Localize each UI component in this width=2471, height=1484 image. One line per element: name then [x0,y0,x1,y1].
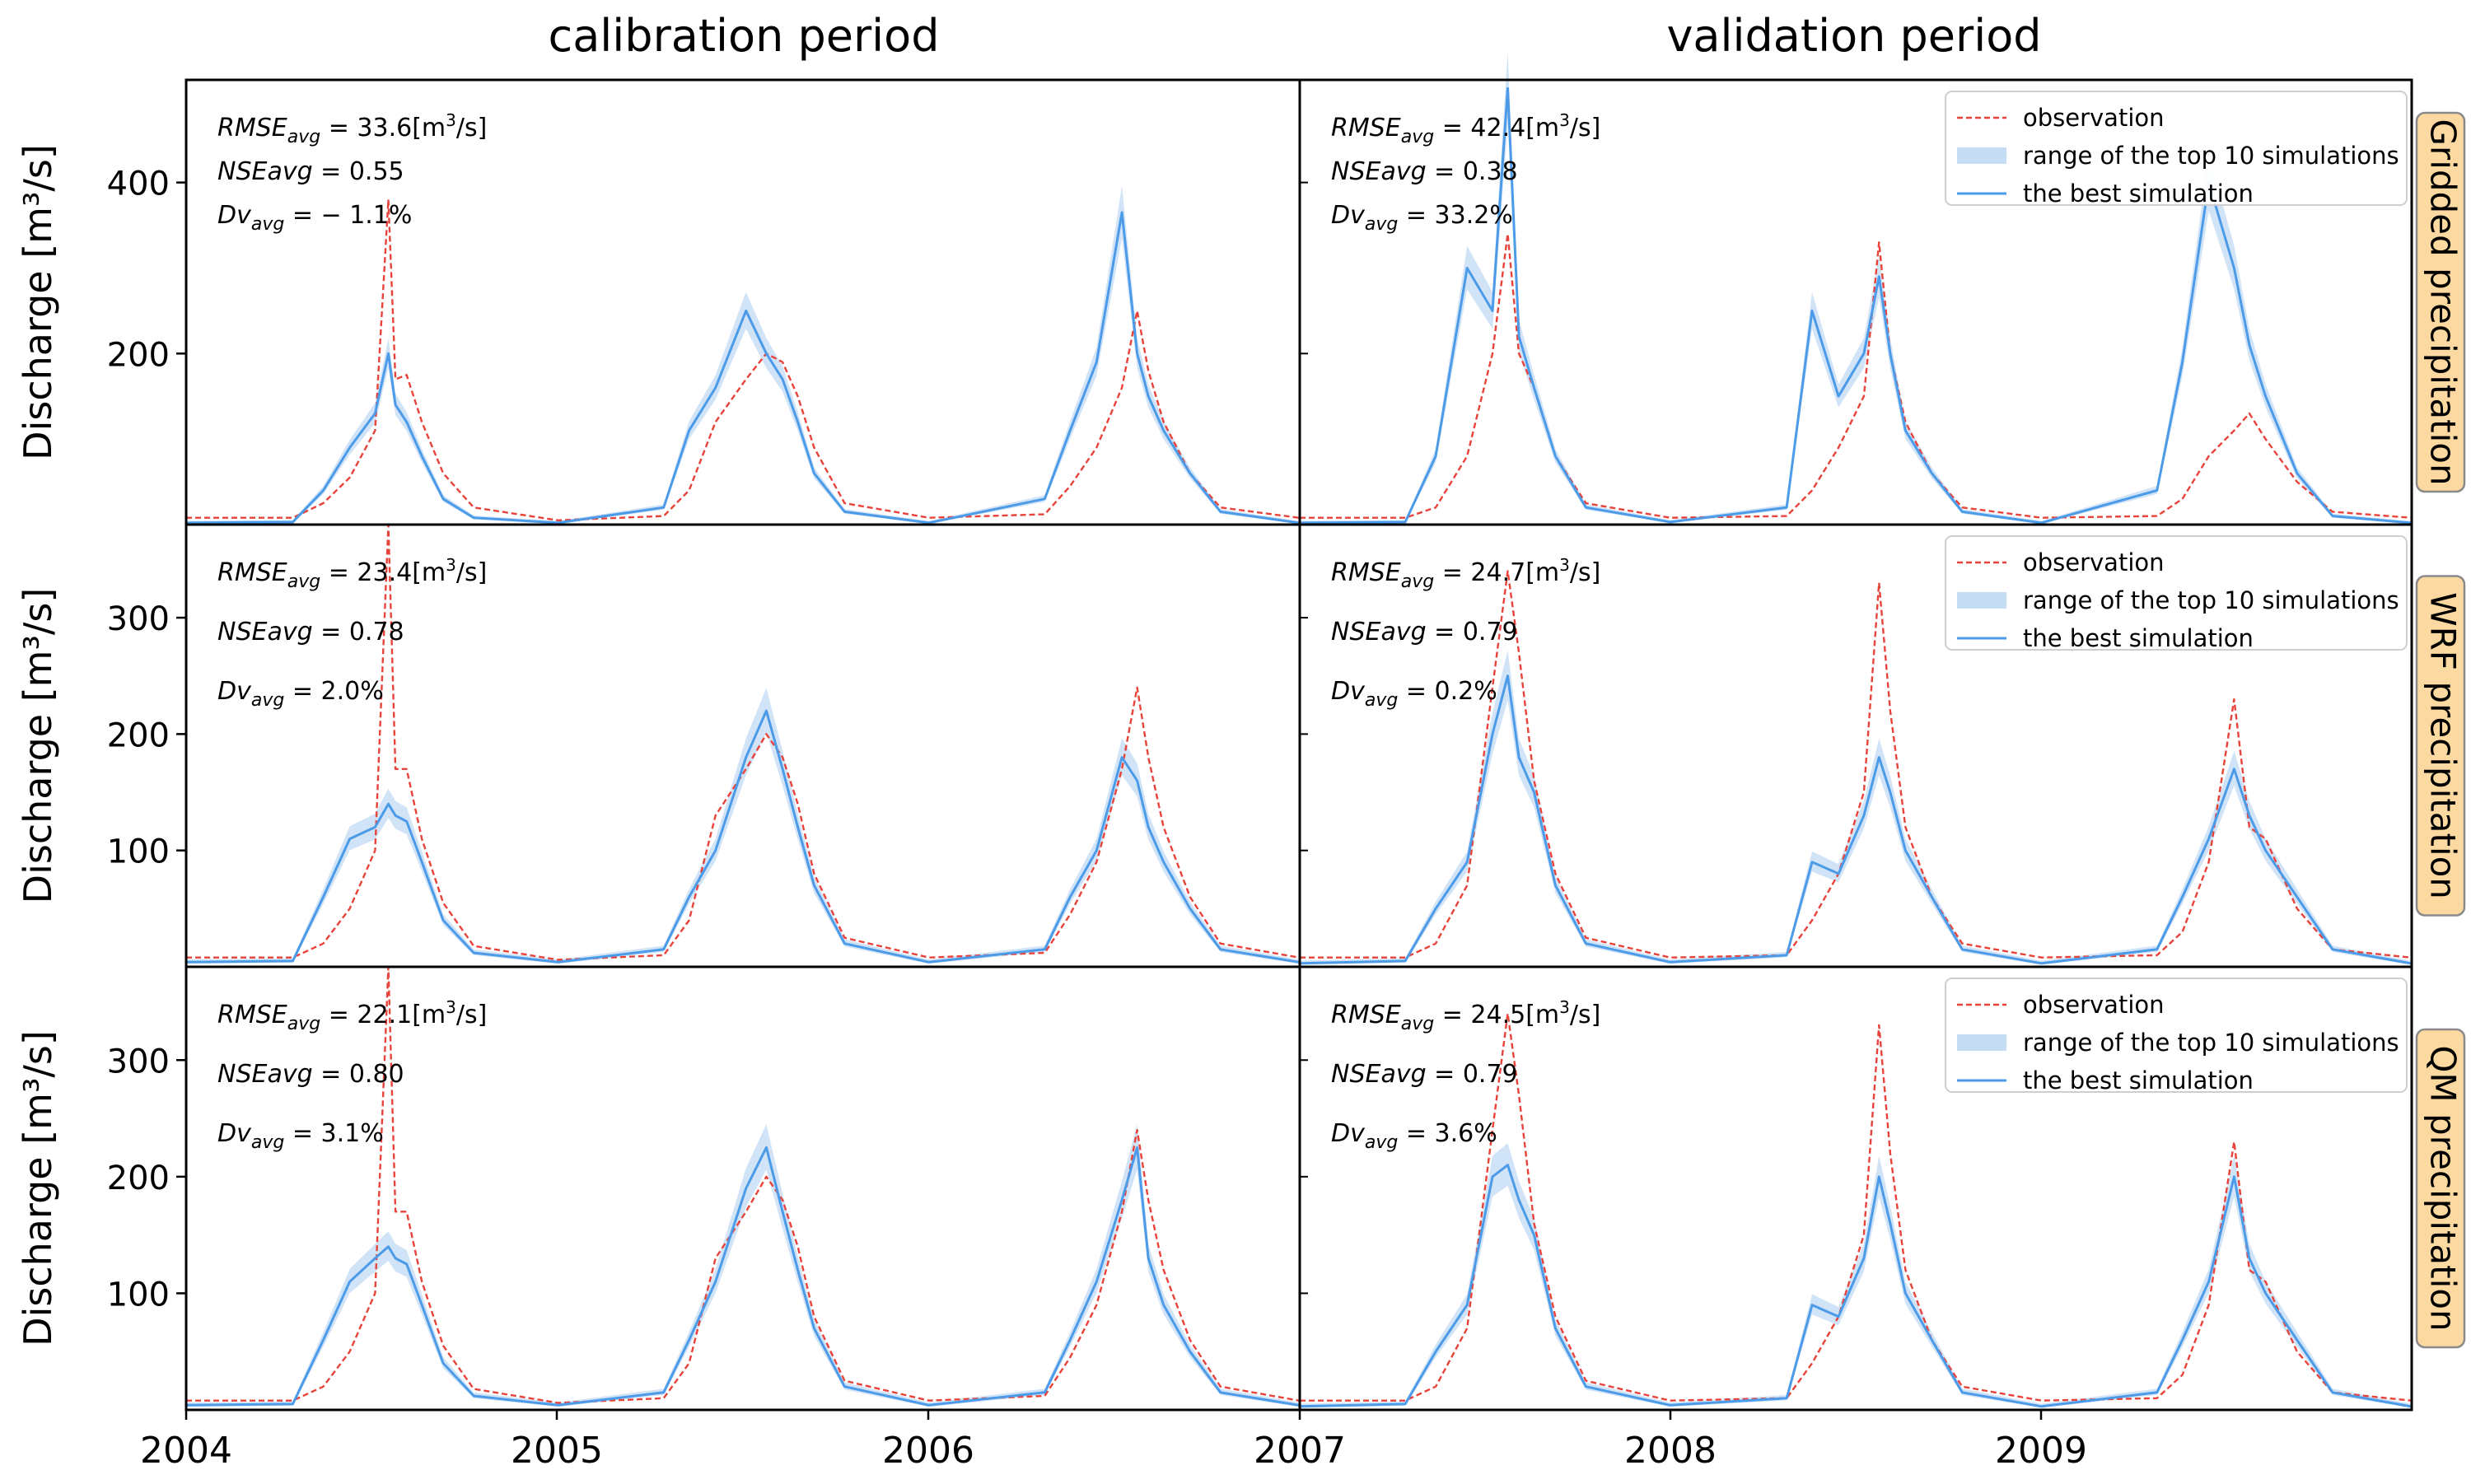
observation-line [186,523,1300,961]
y-axis-label: Discharge [m³/s] [16,588,60,904]
legend-label: the best simulation [2023,180,2254,208]
legend-range-swatch [1957,592,2006,609]
nse-annotation: NSEavg = 0.79 [1331,618,1518,646]
y-tick-label: 300 [107,1043,170,1080]
panel-3-1: 100 200 300 RMSEavg = 22.1[m3/s] NSEavg = 0.… [107,965,1301,1412]
rmse-annotation: RMSEavg = 23.4[m3/s] [217,555,487,592]
row-label-2: WRF precipitation [2415,575,2466,917]
legend-label: range of the top 10 simulations [2023,142,2399,170]
x-axis-ticks: 2004 2005 2006 2007 2008 2009 [140,1410,2087,1472]
row-label-1: Gridded precipitation [2415,111,2466,493]
nse-annotation: NSEavg = 0.79 [1331,1060,1518,1089]
nse-annotation: NSEavg = 0.78 [217,618,404,646]
row-label-3: QM precipitation [2415,1028,2466,1349]
observation-line [1300,570,2411,959]
nse-annotation: NSEavg = 0.38 [1331,157,1518,186]
column-title-calibration: calibration period [549,10,940,62]
best-simulation-line [185,709,1300,964]
dv-annotation: Dvavg = 3.6% [1331,1119,1497,1153]
dv-annotation: Dvavg = 3.1% [217,1119,384,1153]
x-tick-label: 2006 [882,1430,974,1472]
y-axis-label: Discharge [m³/s] [16,1030,60,1346]
y-tick-label: 300 [107,600,170,638]
row-labels: Gridded precipitation WRF precipitation QM… [2415,111,2466,1349]
observation-line [186,198,1299,521]
y-tick-label: 200 [107,716,170,754]
legend-label: observation [2023,548,2165,576]
y-tick-label: 100 [107,833,170,871]
legend-label: range of the top 10 simulations [2023,586,2399,614]
panel-1-1: 200 400 RMSEavg = 33.6[m3/s] NSEavg = 0.55 D… [107,78,1301,526]
legend-range-swatch [1957,1034,2006,1051]
legend: observation range of the top 10 simulatio… [1945,535,2408,652]
nse-annotation: NSEavg = 0.80 [217,1060,404,1089]
y-axis-label: Discharge [m³/s] [16,144,60,460]
legend-label: observation [2023,991,2165,1019]
legend: observation range of the top 10 simulatio… [1945,978,2408,1094]
best-simulation-line [1299,86,2411,525]
column-title-validation: validation period [1666,10,2041,62]
column-titles: calibration period validation period [549,10,2042,62]
legend-label: the best simulation [2023,624,2254,652]
row-label-box [2415,1028,2466,1349]
best-simulation-line [1299,1164,2412,1408]
nse-annotation: NSEavg = 0.55 [217,157,404,186]
legend-box [1945,91,2408,206]
x-tick-label: 2004 [140,1430,232,1472]
rmse-annotation: RMSEavg = 22.1[m3/s] [217,997,487,1034]
legend-box [1945,535,2408,651]
y-tick-label: 200 [107,336,170,374]
observation-line [186,965,1300,1404]
row-label-text: QM precipitation [2423,1045,2464,1331]
observation-line [1300,1012,2411,1402]
legend-label: observation [2023,104,2165,132]
x-tick-label: 2008 [1624,1430,1717,1472]
dv-annotation: Dvavg = 2.0% [217,677,384,711]
best-simulation-line [1299,674,2412,965]
rmse-annotation: RMSEavg = 33.6[m3/s] [217,110,487,147]
row-label-text: Gridded precipitation [2423,119,2464,485]
rmse-annotation: RMSEavg = 42.4[m3/s] [1331,110,1600,147]
y-tick-label: 200 [107,1160,170,1197]
row-label-text: WRF precipitation [2423,592,2464,899]
y-tick-label: 100 [107,1276,170,1314]
x-tick-label: 2007 [1254,1430,1346,1472]
dv-annotation: Dvavg = 0.2% [1331,677,1497,711]
row-label-box [2415,111,2466,493]
best-simulation-line [185,211,1300,525]
y-axis-labels: Discharge [m³/s] Discharge [m³/s] Discharg… [16,144,60,1346]
top10-range-band [186,1124,1299,1407]
rmse-annotation: RMSEavg = 24.7[m3/s] [1331,555,1600,592]
row-label-box [2415,575,2466,917]
legend-label: the best simulation [2023,1066,2254,1094]
panel-1-2: RMSEavg = 42.4[m3/s] NSEavg = 0.38 Dvavg =… [1298,51,2413,526]
dv-annotation: Dvavg = − 1.1% [217,201,412,235]
panel-2-1: 100 200 300 RMSEavg = 23.4[m3/s] NSEavg = 0.… [107,523,1301,968]
legend: observation range of the top 10 simulatio… [1945,91,2408,208]
rmse-annotation: RMSEavg = 24.5[m3/s] [1331,997,1600,1034]
dv-annotation: Dvavg = 33.2% [1331,201,1513,235]
legend-range-swatch [1957,147,2006,164]
x-tick-label: 2009 [1995,1430,2087,1472]
panel-3-2: RMSEavg = 24.5[m3/s] NSEavg = 0.79 Dvavg =… [1298,965,2413,1412]
y-tick-label: 400 [107,166,170,203]
panels: 200 400 RMSEavg = 33.6[m3/s] NSEavg = 0.55 D… [107,51,2413,1412]
legend-box [1945,978,2408,1093]
best-simulation-line [185,1146,1300,1407]
legend-label: range of the top 10 simulations [2023,1029,2399,1057]
top10-range-band [186,688,1299,964]
panel-frame [1298,965,2413,1412]
x-tick-label: 2005 [511,1430,603,1472]
panel-2-2: RMSEavg = 24.7[m3/s] NSEavg = 0.79 Dvavg =… [1298,523,2413,968]
